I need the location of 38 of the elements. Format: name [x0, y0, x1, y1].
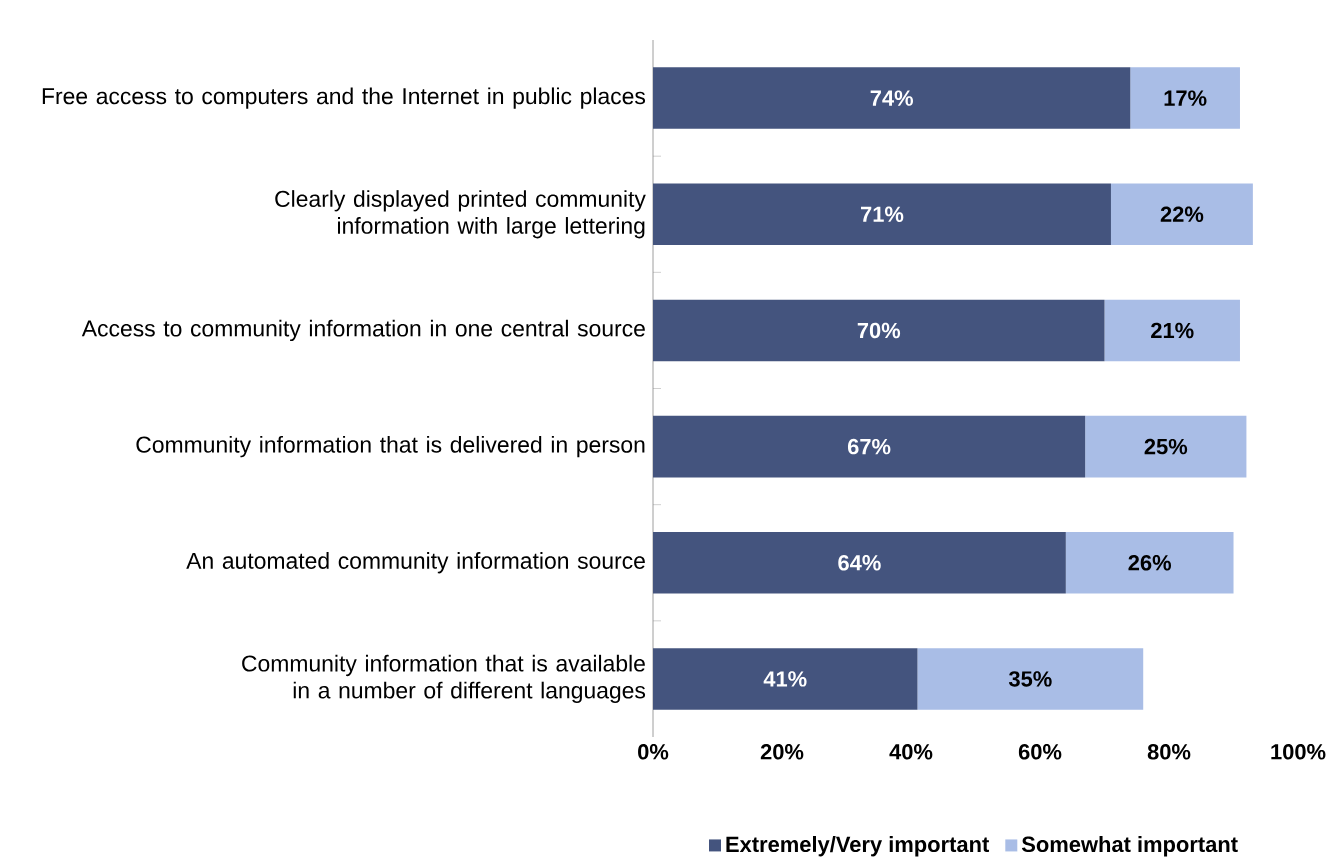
x-tick-label: 0% [638, 744, 669, 760]
bar [1104, 299, 1240, 362]
data-label: 67% [847, 438, 891, 455]
bar [917, 648, 1144, 710]
data-label: 71% [860, 206, 904, 223]
legend-label: Somewhat important [1021, 836, 1238, 857]
legend-label: Extremely/Very important [726, 836, 990, 857]
bar [1065, 532, 1234, 594]
data-label: 17% [1164, 90, 1207, 106]
data-label: 21% [1151, 322, 1194, 339]
x-tick-label: 80% [1147, 744, 1191, 760]
y-tick-label: An automated community information source [186, 552, 645, 574]
data-label: 70% [857, 322, 901, 339]
y-tick-label: Clearly displayed printed community information with large lettering [275, 190, 646, 239]
bar [653, 299, 1105, 362]
y-tick-label: Community information that is available in a number of different languages [242, 654, 646, 704]
data-label: 35% [1008, 671, 1052, 687]
bar [1085, 415, 1247, 478]
bar [1110, 183, 1253, 246]
data-label: 41% [763, 671, 807, 687]
data-label: 25% [1144, 438, 1188, 455]
x-tick-label: 40% [889, 744, 933, 760]
data-label: 26% [1128, 555, 1172, 571]
bar [653, 648, 918, 710]
bar [653, 415, 1086, 478]
data-label: 22% [1160, 206, 1204, 223]
data-label: 74% [870, 90, 914, 106]
bar [653, 183, 1111, 246]
data-label: 64% [838, 555, 881, 571]
bar [653, 532, 1066, 594]
x-tick-label: 100% [1271, 744, 1326, 760]
bar [1130, 67, 1240, 129]
bar [653, 67, 1131, 129]
x-tick-label: 20% [760, 744, 804, 760]
y-tick-label: Access to community information in one central source [81, 319, 645, 342]
y-tick-label: Community information that is delivered in person [136, 436, 645, 458]
x-tick-label: 60% [1018, 744, 1062, 760]
y-tick-label: Free access to computers and the Internet in public places [42, 87, 646, 109]
